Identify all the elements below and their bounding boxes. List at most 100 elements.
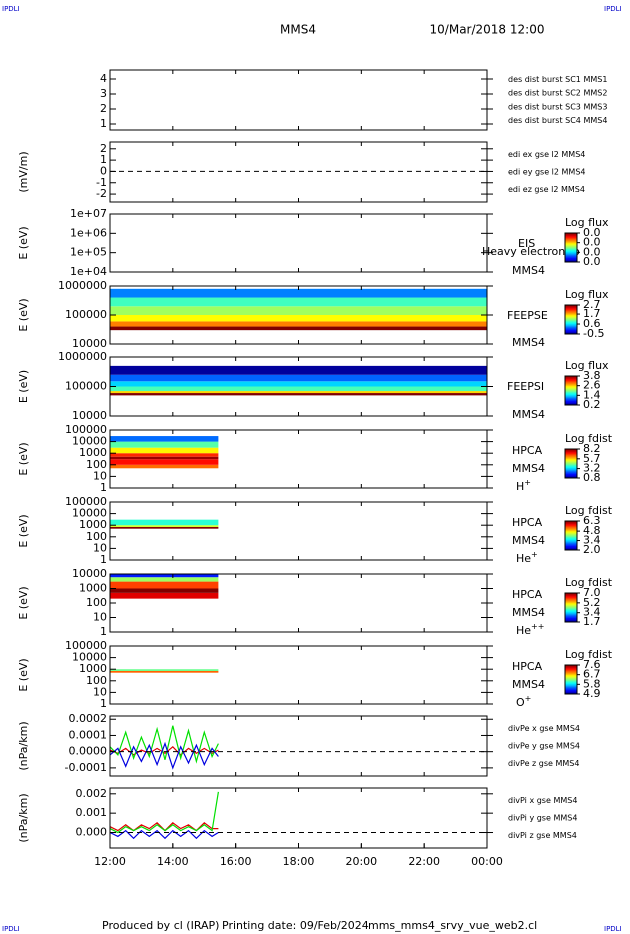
y-tick-label: 0.0000: [69, 745, 108, 758]
colorbar-swatch: [565, 397, 577, 400]
colorbar-swatch: [565, 309, 577, 312]
y-axis-label: E (eV): [17, 658, 30, 691]
panel-frame: [109, 69, 488, 131]
colorbar-title: Log flux: [565, 216, 609, 229]
y-tick-label: 100000: [65, 423, 107, 436]
legend-entry: divPi y gse MMS4: [508, 814, 577, 823]
colorbar-swatch: [565, 450, 577, 452]
colorbar-swatch: [565, 615, 577, 618]
spacecraft-label: MMS4: [512, 534, 545, 547]
colorbar-swatch: [565, 392, 577, 395]
colorbar-swatch: [565, 398, 577, 401]
y-tick-label: 10000: [72, 435, 107, 448]
colorbar-swatch: [565, 248, 577, 251]
colorbar-swatch: [565, 323, 577, 325]
colorbar-swatch: [565, 254, 577, 257]
colorbar-swatch: [565, 684, 577, 686]
colorbar-swatch: [565, 396, 577, 399]
colorbar-swatch: [565, 314, 577, 317]
colorbar-swatch: [565, 461, 577, 463]
colorbar-swatch: [565, 305, 577, 307]
colorbar-swatch: [565, 330, 577, 332]
plot-area: [110, 725, 219, 770]
y-tick-label: 1e+07: [70, 207, 107, 220]
legend-entry: des dist burst SC2 MMS2: [508, 89, 607, 98]
colorbar-swatch: [565, 235, 577, 237]
legend-entry: divPe y gse MMS4: [508, 742, 580, 751]
colorbar-swatch: [565, 613, 577, 616]
y-tick-label: 3: [100, 87, 107, 100]
y-tick-label: 1: [100, 153, 107, 166]
spacecraft-label: MMS4: [512, 264, 545, 277]
colorbar-swatch: [565, 390, 577, 393]
colorbar-swatch: [565, 452, 577, 455]
colorbar-swatch: [565, 667, 577, 669]
colorbar-swatch: [565, 246, 577, 248]
spectrogram-cell: [110, 592, 219, 599]
colorbar-swatch: [565, 242, 577, 245]
y-tick-label: 0.000: [76, 826, 108, 839]
y-tick-label: 4: [100, 72, 107, 85]
colorbar-swatch: [565, 380, 577, 383]
colorbar-swatch: [565, 612, 577, 614]
colorbar-swatch: [565, 240, 577, 242]
y-tick-label: 1: [100, 481, 107, 494]
colorbar-title: Log fdist: [565, 504, 613, 517]
colorbar-swatch: [565, 678, 577, 680]
colorbar-tick-label: 3.4: [583, 606, 601, 619]
y-tick-label: 100000: [65, 380, 107, 393]
colorbar-swatch: [565, 614, 577, 617]
colorbar-swatch: [565, 459, 577, 462]
y-tick-label: 0: [100, 164, 107, 177]
panel-frame: [109, 573, 488, 633]
series-line: [110, 791, 219, 834]
spectrogram-cell: [110, 391, 487, 394]
species: He: [516, 552, 531, 565]
y-tick-label: 10000: [72, 409, 107, 422]
colorbar-swatch: [565, 534, 577, 536]
y-tick-label: 10000: [72, 337, 107, 350]
y-tick-label: 1000: [79, 582, 107, 595]
y-tick-label: 10: [93, 469, 107, 482]
spectrogram-cell: [110, 386, 487, 392]
y-axis-label: (nPa/km): [17, 793, 30, 842]
colorbar-swatch: [565, 528, 577, 530]
colorbar-swatch: [565, 331, 577, 334]
corner-mark: IPDLI: [2, 5, 20, 13]
colorbar-swatch: [565, 686, 577, 689]
colorbar-swatch: [565, 455, 577, 457]
colorbar-swatch: [565, 525, 577, 528]
spectrogram-cell: [110, 525, 219, 527]
spectrogram-cell: [110, 315, 487, 322]
species: H: [516, 480, 524, 493]
colorbar-swatch: [565, 318, 577, 320]
colorbar-swatch: [565, 383, 577, 385]
colorbar-swatch: [565, 687, 577, 690]
y-tick-label: 2: [100, 102, 107, 115]
colorbar-swatch: [565, 618, 577, 620]
spectrogram-cell: [110, 326, 487, 331]
y-tick-label: 0.0001: [69, 728, 108, 741]
spectrogram-cell: [110, 464, 219, 469]
colorbar-swatch: [565, 251, 577, 253]
spectrogram-cell: [110, 526, 219, 529]
y-tick-label: 1000000: [58, 279, 107, 292]
colorbar-swatch: [565, 680, 577, 683]
y-tick-label: 1000: [79, 446, 107, 459]
legend-entry: edi ex gse l2 MMS4: [508, 150, 585, 159]
y-tick-label: 1: [100, 697, 107, 710]
species-label: H+: [516, 478, 531, 494]
colorbar-title: Log flux: [565, 359, 609, 372]
legend-entry: edi ez gse l2 MMS4: [508, 185, 585, 194]
x-tick-label: 20:00: [345, 855, 377, 868]
x-tick-label: 12:00: [94, 855, 126, 868]
plot-area: [110, 288, 487, 331]
colorbar-swatch: [565, 679, 577, 682]
colorbar-swatch: [565, 536, 577, 539]
colorbar-swatch: [565, 617, 577, 619]
colorbar-swatch: [565, 599, 577, 601]
spectrogram-cell: [110, 288, 487, 298]
colorbar-tick-label: 8.2: [583, 442, 601, 455]
colorbar-swatch: [565, 668, 577, 671]
colorbar-swatch: [565, 319, 577, 322]
